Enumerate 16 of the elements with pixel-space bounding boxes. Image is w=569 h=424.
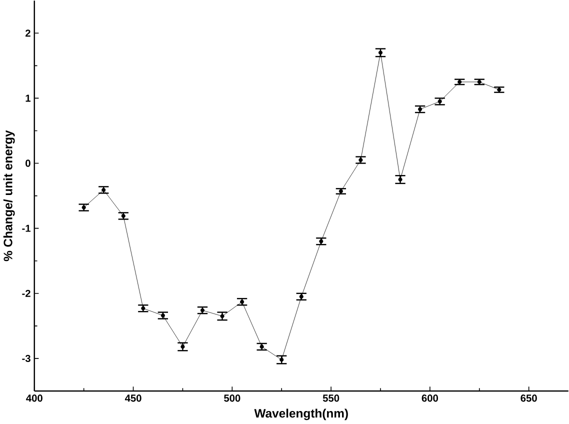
x-tick-label: 500 [224,394,240,402]
x-tick-label: 450 [124,394,142,402]
y-tick-label: 1 [26,94,31,102]
y-axis-title: % Change/ unit energy [3,130,15,262]
x-tick-label: 550 [322,394,340,402]
y-tick-label: 0 [26,160,30,168]
y-tick-label: -1 [22,225,31,232]
y-tick-label: -2 [22,290,30,298]
point [418,107,422,112]
point [280,358,284,362]
x-tick-label: 650 [520,394,537,402]
x-axis-title: Wavelength(nm) [254,408,348,420]
y-tick-label: -3 [22,355,30,362]
x-tick-label: 600 [422,394,438,402]
y-tick-label: 2 [25,30,30,37]
x-tick-label: 400 [26,394,42,402]
